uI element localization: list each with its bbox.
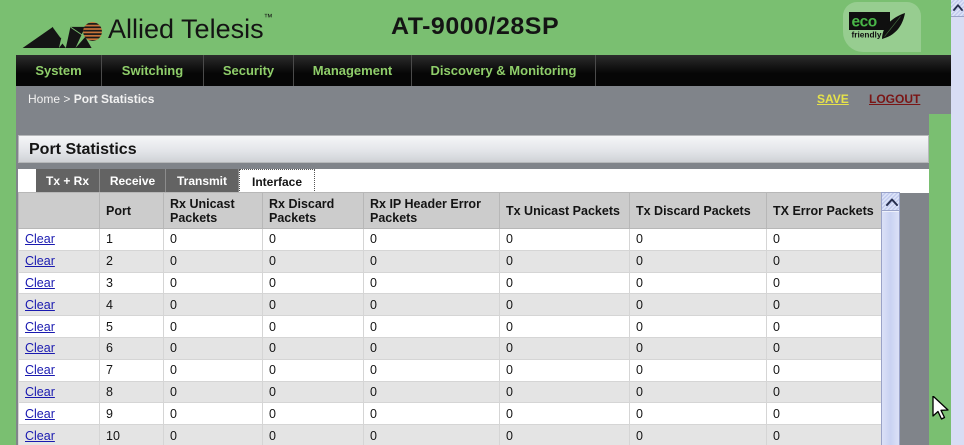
svg-text:eco: eco bbox=[852, 14, 877, 31]
svg-text:friendly: friendly bbox=[852, 30, 882, 40]
